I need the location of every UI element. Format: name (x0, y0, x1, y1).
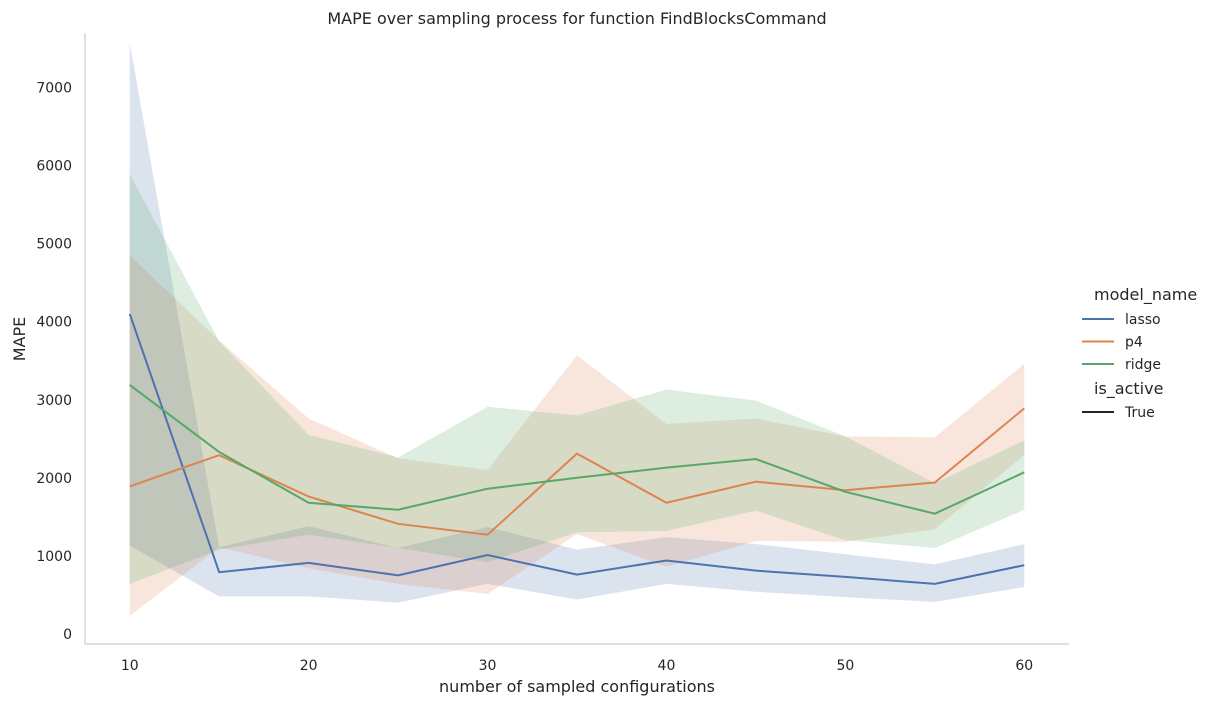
series-line-p4 (129, 407, 1025, 536)
series-line-ridge (129, 384, 1025, 515)
x-tick-label: 10 (121, 658, 139, 674)
x-tick-label: 50 (836, 658, 854, 674)
y-tick-label: 1000 (36, 549, 72, 565)
legend-label-style: True (1124, 405, 1155, 421)
y-tick-label: 2000 (36, 471, 72, 487)
x-tick-label: 30 (479, 658, 497, 674)
legend-label-lasso: lasso (1125, 312, 1161, 328)
x-tick-label: 60 (1015, 658, 1033, 674)
chart-title: MAPE over sampling process for function … (327, 9, 826, 28)
series-lines (128, 313, 1025, 585)
legend-hue-title: model_name (1094, 285, 1197, 305)
y-tick-label: 7000 (36, 81, 72, 97)
legend-style-title: is_active (1094, 379, 1163, 399)
y-tick-label: 4000 (36, 315, 72, 331)
series-line-lasso (128, 313, 1025, 585)
y-tick-label: 0 (63, 627, 72, 643)
ci-band-ridge (129, 174, 1025, 584)
y-axis-label: MAPE (10, 317, 29, 362)
legend-label-p4: p4 (1125, 335, 1143, 351)
legend: model_name lasso p4 ridge is_active True (1082, 285, 1197, 421)
ci-band-p4 (129, 255, 1025, 616)
x-axis-ticks: 10 20 30 40 50 60 (121, 658, 1033, 674)
confidence-bands (129, 43, 1025, 616)
y-axis-ticks: 0 1000 2000 3000 4000 5000 6000 7000 (36, 81, 72, 643)
y-tick-label: 5000 (36, 237, 72, 253)
x-axis-label: number of sampled configurations (439, 677, 715, 696)
x-tick-label: 40 (658, 658, 676, 674)
x-tick-label: 20 (300, 658, 318, 674)
y-tick-label: 6000 (36, 159, 72, 175)
legend-label-ridge: ridge (1125, 357, 1161, 373)
y-tick-label: 3000 (36, 393, 72, 409)
